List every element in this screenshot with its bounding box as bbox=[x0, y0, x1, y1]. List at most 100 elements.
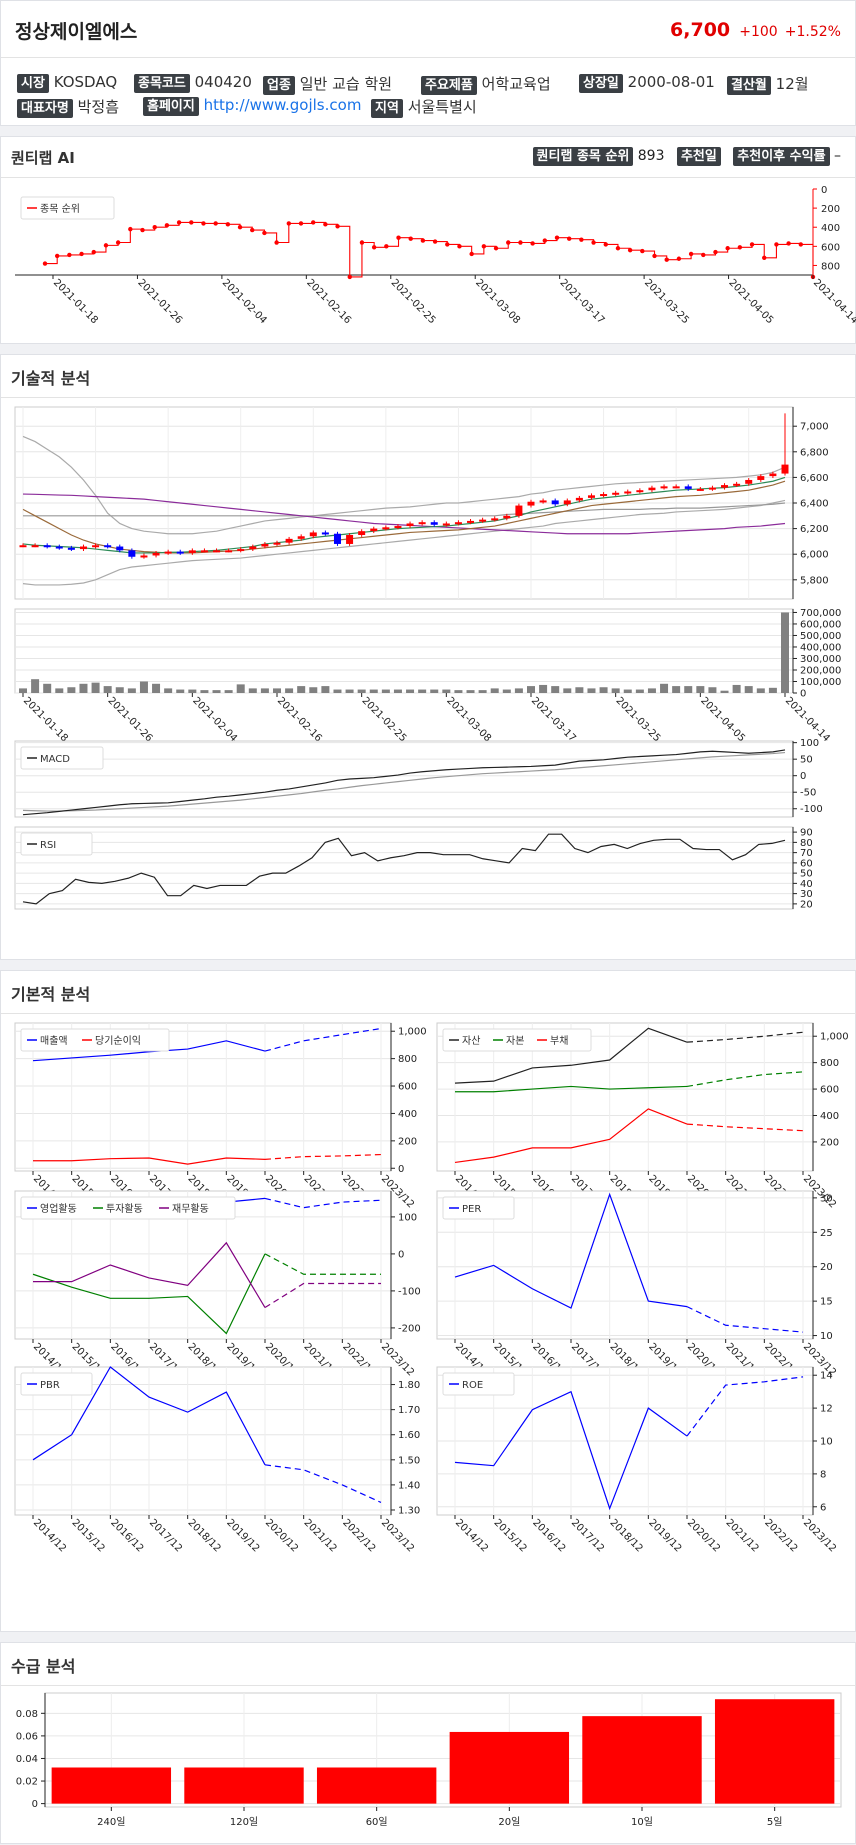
candle-body bbox=[297, 536, 305, 539]
legend-box bbox=[20, 196, 115, 220]
year-label: 2017/12 bbox=[147, 1517, 184, 1554]
legend-label: MACD bbox=[40, 754, 70, 765]
candle-body bbox=[563, 500, 571, 505]
candle-body bbox=[781, 464, 789, 474]
volume-bar bbox=[381, 689, 390, 693]
rank-point bbox=[54, 253, 60, 259]
ma-line-flat bbox=[23, 502, 786, 517]
info-value: 어학교육업 bbox=[481, 75, 551, 93]
homepage-link[interactable]: http://www.gojls.com bbox=[203, 96, 362, 114]
ma-line-mid bbox=[22, 480, 786, 554]
year-label: 2023/12 bbox=[379, 1517, 416, 1554]
volume-bar bbox=[454, 690, 463, 693]
volume-bar bbox=[357, 689, 366, 693]
series-line bbox=[454, 1027, 688, 1084]
date-label: 2021-02-25 bbox=[389, 277, 438, 326]
supply-bar bbox=[582, 1716, 702, 1804]
candle-body bbox=[515, 505, 523, 516]
volume-bar bbox=[490, 688, 499, 693]
rank-point bbox=[262, 230, 267, 236]
volume-bar bbox=[309, 687, 318, 693]
candle-body bbox=[92, 545, 100, 548]
period-label: 240일 bbox=[97, 1816, 125, 1828]
volume-bar bbox=[563, 688, 572, 693]
volume-bar bbox=[647, 688, 656, 693]
y-tick-label: 1.30 bbox=[398, 1505, 420, 1516]
info-region: 지역 서울특별시 bbox=[371, 96, 477, 118]
volume-bar bbox=[696, 686, 705, 693]
year-label: 2019/12 bbox=[646, 1517, 683, 1554]
volume-bar bbox=[212, 690, 221, 693]
legend-label: 자산 bbox=[462, 1035, 480, 1047]
rank-point bbox=[566, 236, 572, 241]
info-value: 박정흠 bbox=[77, 98, 120, 116]
rank-point bbox=[481, 244, 487, 249]
legend-box bbox=[442, 1372, 515, 1396]
y-tick-label: 100 bbox=[800, 738, 819, 749]
rank-point bbox=[67, 252, 72, 258]
volume-bar bbox=[720, 690, 729, 693]
date-label: 2021-02-25 bbox=[360, 695, 409, 744]
rank-point bbox=[213, 221, 218, 226]
year-label: 2016/12 bbox=[108, 1517, 145, 1554]
y-tick-label: 0 bbox=[800, 771, 806, 782]
candle-body bbox=[140, 555, 148, 558]
volume-bar bbox=[514, 688, 523, 693]
supply-bar bbox=[714, 1699, 835, 1804]
year-label: 2022/12 bbox=[340, 1517, 377, 1554]
series-line bbox=[454, 1108, 688, 1164]
series-line bbox=[32, 1040, 266, 1062]
supply-card: 수급 분석 0 0.02 0.04 0.06 0.08 240일 120일 60일 20일 10일… bbox=[0, 1642, 856, 1844]
supply-divider bbox=[1, 1685, 856, 1686]
rank-line bbox=[45, 221, 814, 278]
y-tick-label: 500,000 bbox=[800, 631, 841, 642]
volume-bar bbox=[599, 687, 608, 693]
volume-bar bbox=[527, 686, 535, 693]
legend-label: 투자활동 bbox=[106, 1202, 143, 1215]
candle-body bbox=[79, 546, 87, 550]
legend-label: 종목 순위 bbox=[40, 202, 80, 215]
volume-bar bbox=[224, 690, 233, 693]
info-product: 주요제품 어학교육업 bbox=[421, 73, 551, 95]
rank-point bbox=[225, 222, 231, 227]
rank-point bbox=[152, 225, 157, 230]
quantilab-meta: 퀀티랩 종목 순위 893 추천일 추천이후 수익률 – bbox=[532, 147, 841, 166]
year-label: 2016/12 bbox=[530, 1517, 567, 1554]
volume-bar bbox=[79, 683, 88, 693]
rank-point bbox=[274, 240, 279, 245]
current-price: 6,700 bbox=[670, 19, 731, 41]
year-label: 2015/12 bbox=[70, 1517, 107, 1554]
y-tick-label: 0 bbox=[821, 185, 827, 196]
volume-bar bbox=[442, 689, 451, 693]
plot-frame bbox=[14, 1022, 392, 1172]
rank-label: 퀀티랩 종목 순위 bbox=[532, 147, 634, 166]
rank-point bbox=[189, 220, 194, 225]
rank-point bbox=[591, 240, 596, 245]
y-tick-label: 100 bbox=[398, 1212, 417, 1223]
rank-point bbox=[115, 240, 121, 245]
y-tick-label: -50 bbox=[800, 788, 816, 799]
year-label: 2021/12 bbox=[724, 1517, 761, 1554]
series-line bbox=[33, 1157, 266, 1165]
candle-body bbox=[660, 486, 668, 489]
plot-frame bbox=[14, 826, 794, 910]
year-label: 2023/12 bbox=[801, 1517, 838, 1554]
rank-point bbox=[701, 252, 706, 258]
volume-bar bbox=[345, 689, 354, 693]
rank-point bbox=[250, 227, 255, 233]
y-tick-label: 600 bbox=[398, 1082, 417, 1093]
info-value: 2000-08-01 bbox=[627, 73, 715, 91]
candle-body bbox=[273, 542, 281, 545]
y-tick-label: 30 bbox=[820, 1193, 833, 1204]
quantilab-card: 퀀티랩 AI 퀀티랩 종목 순위 893 추천일 추천이후 수익률 – 0 200… bbox=[0, 136, 856, 344]
y-tick-label: 20 bbox=[800, 899, 813, 910]
volume-bar bbox=[273, 688, 281, 693]
y-tick-label: 14 bbox=[820, 1371, 833, 1382]
y-tick-label: 40 bbox=[800, 879, 813, 890]
y-tick-label: 0.02 bbox=[16, 1777, 38, 1788]
y-tick-label: 1,000 bbox=[820, 1032, 849, 1043]
volume-bar bbox=[768, 687, 777, 693]
y-tick-label: 7,000 bbox=[800, 422, 829, 433]
info-value: 서울특별시 bbox=[407, 98, 477, 116]
volume-bar bbox=[406, 689, 415, 693]
